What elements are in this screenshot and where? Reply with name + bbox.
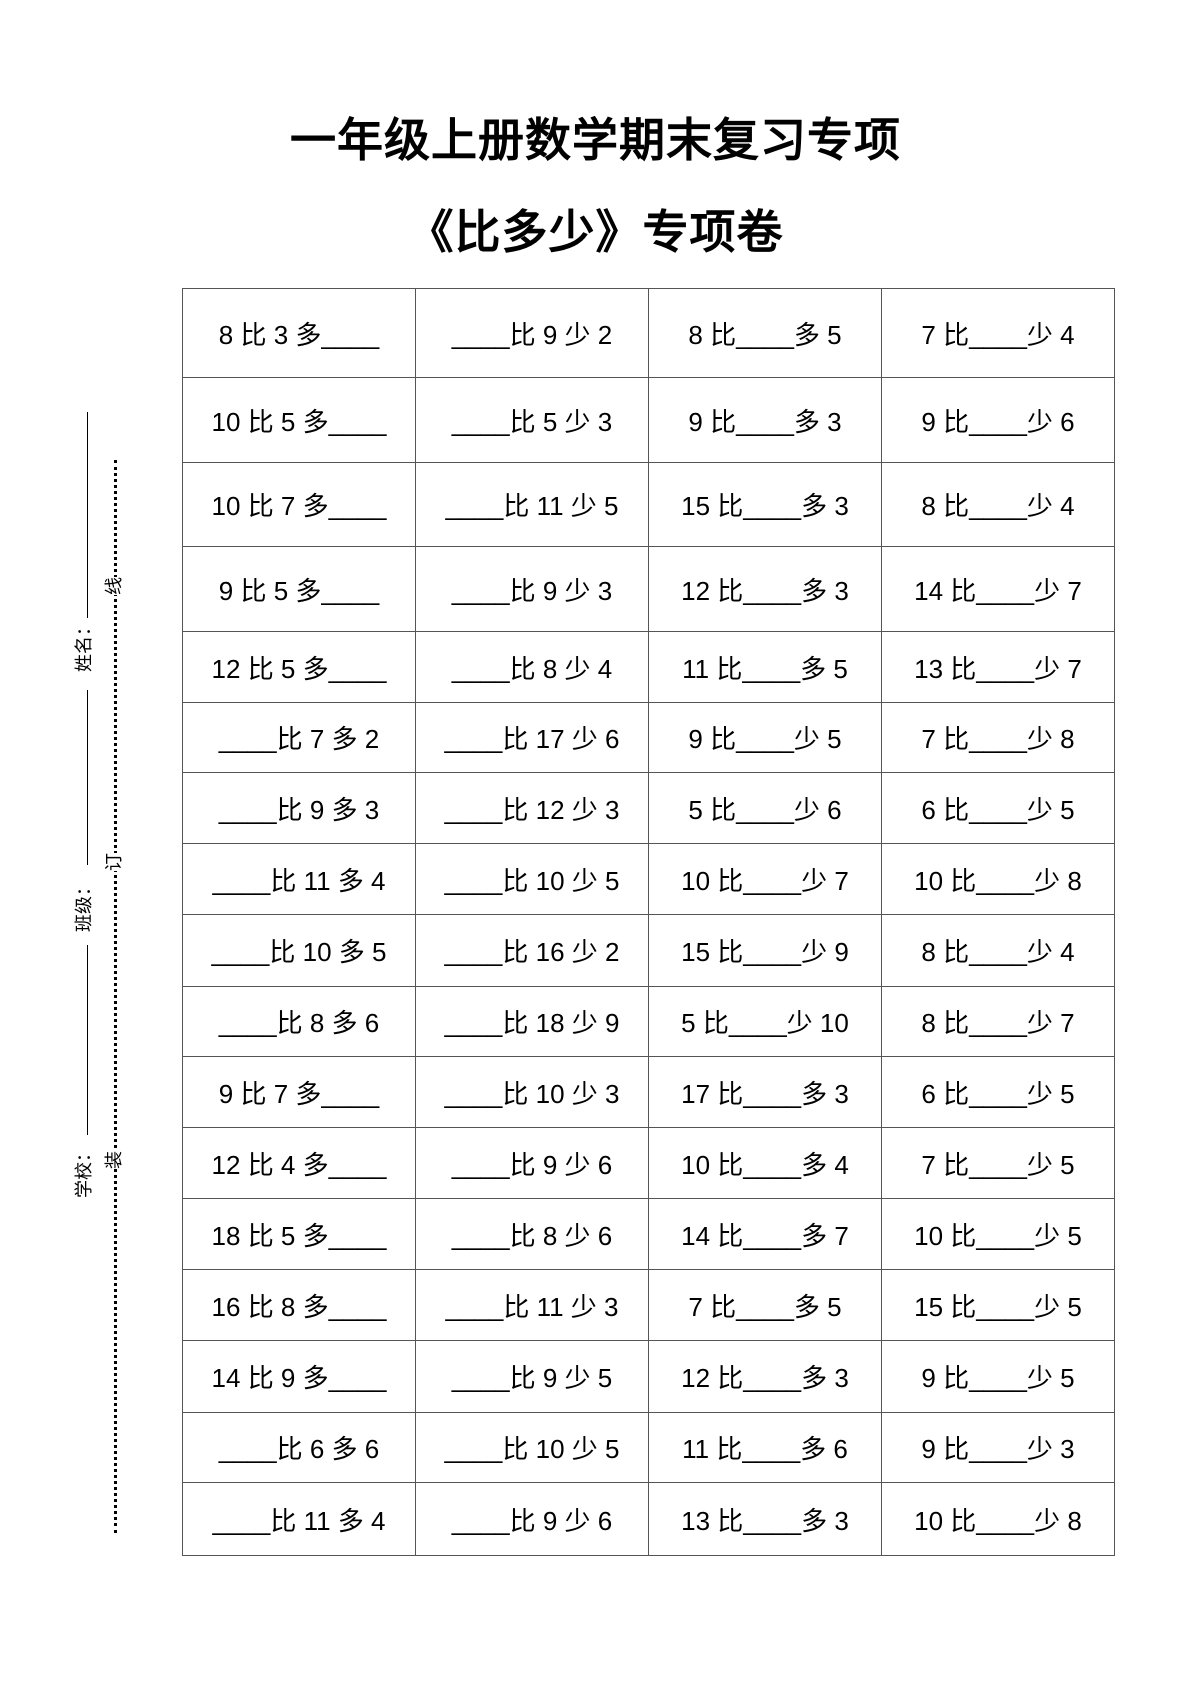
exercise-cell: ____比 7 多 2 (182, 702, 416, 773)
table-row: 18 比 5 多____ ____比 8 少 6 14 比____多 7 10 比__… (182, 1198, 1115, 1270)
table-row: ____比 11 多 4 ____比 10 少 5 10 比____少 7 10 比_… (182, 843, 1115, 915)
exercise-cell: ____比 10 少 3 (415, 1056, 649, 1128)
exercise-cell: 13 比____少 7 (881, 631, 1115, 703)
school-label: 学校： (70, 1144, 96, 1198)
name-line (87, 412, 88, 622)
exercise-cell: ____比 9 少 6 (415, 1127, 649, 1199)
exercise-cell: 17 比____多 3 (648, 1056, 882, 1128)
exercise-cell: ____比 9 少 3 (415, 546, 649, 632)
exercise-cell: 9 比____少 3 (881, 1412, 1115, 1483)
exercise-cell: 9 比____多 3 (648, 377, 882, 463)
exercise-cell: ____比 9 少 2 (415, 288, 649, 378)
exercise-cell: 15 比____少 9 (648, 914, 882, 987)
exercise-cell: 8 比____少 4 (881, 914, 1115, 987)
exercise-cell: 9 比 7 多____ (182, 1056, 416, 1128)
exercise-cell: 7 比____少 4 (881, 288, 1115, 378)
exercise-cell: ____比 11 少 5 (415, 462, 649, 547)
exercise-cell: ____比 11 多 4 (182, 843, 416, 915)
exercise-cell: ____比 9 少 5 (415, 1340, 649, 1413)
exercise-cell: 7 比____少 8 (881, 702, 1115, 773)
exercise-cell: 12 比____多 3 (648, 1340, 882, 1413)
exercise-cell: ____比 18 少 9 (415, 986, 649, 1057)
exercise-cell: ____比 8 少 6 (415, 1198, 649, 1270)
page-title: 一年级上册数学期末复习专项 (290, 113, 901, 167)
exercise-cell: ____比 10 少 5 (415, 843, 649, 915)
class-line (87, 690, 88, 865)
exercise-cell: 5 比____少 10 (648, 986, 882, 1057)
exercise-cell: 10 比____少 5 (881, 1198, 1115, 1270)
exercise-cell: 6 比____少 5 (881, 1056, 1115, 1128)
exercise-cell: 15 比____少 5 (881, 1269, 1115, 1341)
exercise-cell: 8 比____少 7 (881, 986, 1115, 1057)
exercise-cell: 13 比____多 3 (648, 1482, 882, 1556)
exercise-cell: ____比 8 多 6 (182, 986, 416, 1057)
mark-zhuang: 装 (100, 1151, 126, 1169)
exercise-cell: ____比 16 少 2 (415, 914, 649, 987)
exercise-cell: 8 比____少 4 (881, 462, 1115, 547)
exercise-cell: ____比 10 少 5 (415, 1412, 649, 1483)
exercise-cell: 11 比____多 5 (648, 631, 882, 703)
cut-line-dotted (114, 460, 117, 1533)
exercise-cell: ____比 8 少 4 (415, 631, 649, 703)
exercise-cell: 9 比____少 5 (648, 702, 882, 773)
exercise-cell: 18 比 5 多____ (182, 1198, 416, 1270)
exercise-cell: ____比 9 多 3 (182, 772, 416, 844)
exercise-cell: 12 比 4 多____ (182, 1127, 416, 1199)
exercise-cell: ____比 6 多 6 (182, 1412, 416, 1483)
exercise-cell: ____比 10 多 5 (182, 914, 416, 987)
exercise-cell: 10 比____少 8 (881, 843, 1115, 915)
exercise-cell: 10 比 5 多____ (182, 377, 416, 463)
exercise-cell: 12 比 5 多____ (182, 631, 416, 703)
exercise-cell: 14 比____多 7 (648, 1198, 882, 1270)
exercise-cell: ____比 12 少 3 (415, 772, 649, 844)
exercise-cell: 10 比____多 4 (648, 1127, 882, 1199)
exercise-cell: ____比 17 少 6 (415, 702, 649, 773)
exercise-cell: 10 比____少 8 (881, 1482, 1115, 1556)
exercise-cell: 9 比 5 多____ (182, 546, 416, 632)
exercise-cell: 7 比____多 5 (648, 1269, 882, 1341)
exercise-cell: 7 比____少 5 (881, 1127, 1115, 1199)
exercise-cell: 6 比____少 5 (881, 772, 1115, 844)
class-label: 班级： (70, 878, 96, 932)
exercise-cell: 12 比____多 3 (648, 546, 882, 632)
mark-ding: 订 (100, 853, 126, 871)
exercise-cell: 5 比____少 6 (648, 772, 882, 844)
exercise-cell: ____比 11 少 3 (415, 1269, 649, 1341)
exercise-cell: 8 比 3 多____ (182, 288, 416, 378)
name-label: 姓名： (70, 618, 96, 672)
exercise-cell: 9 比____少 5 (881, 1340, 1115, 1413)
page-subtitle: 《比多少》专项卷 (407, 205, 784, 259)
exercise-cell: 10 比 7 多____ (182, 462, 416, 547)
exercise-cell: 14 比____少 7 (881, 546, 1115, 632)
mark-line: 线 (100, 577, 126, 595)
exercise-cell: 16 比 8 多____ (182, 1269, 416, 1341)
table-row: 12 比 5 多____ ____比 8 少 4 11 比____多 5 13 比__… (182, 631, 1115, 703)
exercise-cell: 11 比____多 6 (648, 1412, 882, 1483)
exercise-cell: ____比 9 少 6 (415, 1482, 649, 1556)
exercise-cell: 9 比____少 6 (881, 377, 1115, 463)
exercise-cell: 14 比 9 多____ (182, 1340, 416, 1413)
table-row: 9 比 5 多____ ____比 9 少 3 12 比____多 3 14 比___… (182, 546, 1115, 632)
exercise-cell: ____比 5 少 3 (415, 377, 649, 463)
school-line (87, 945, 88, 1135)
exercise-cell: 15 比____多 3 (648, 462, 882, 547)
table-row: ____比 11 多 4 ____比 9 少 6 13 比____多 3 10 比__… (182, 1482, 1115, 1556)
exercise-cell: 10 比____少 7 (648, 843, 882, 915)
exercise-cell: 8 比____多 5 (648, 288, 882, 378)
exercise-cell: ____比 11 多 4 (182, 1482, 416, 1556)
